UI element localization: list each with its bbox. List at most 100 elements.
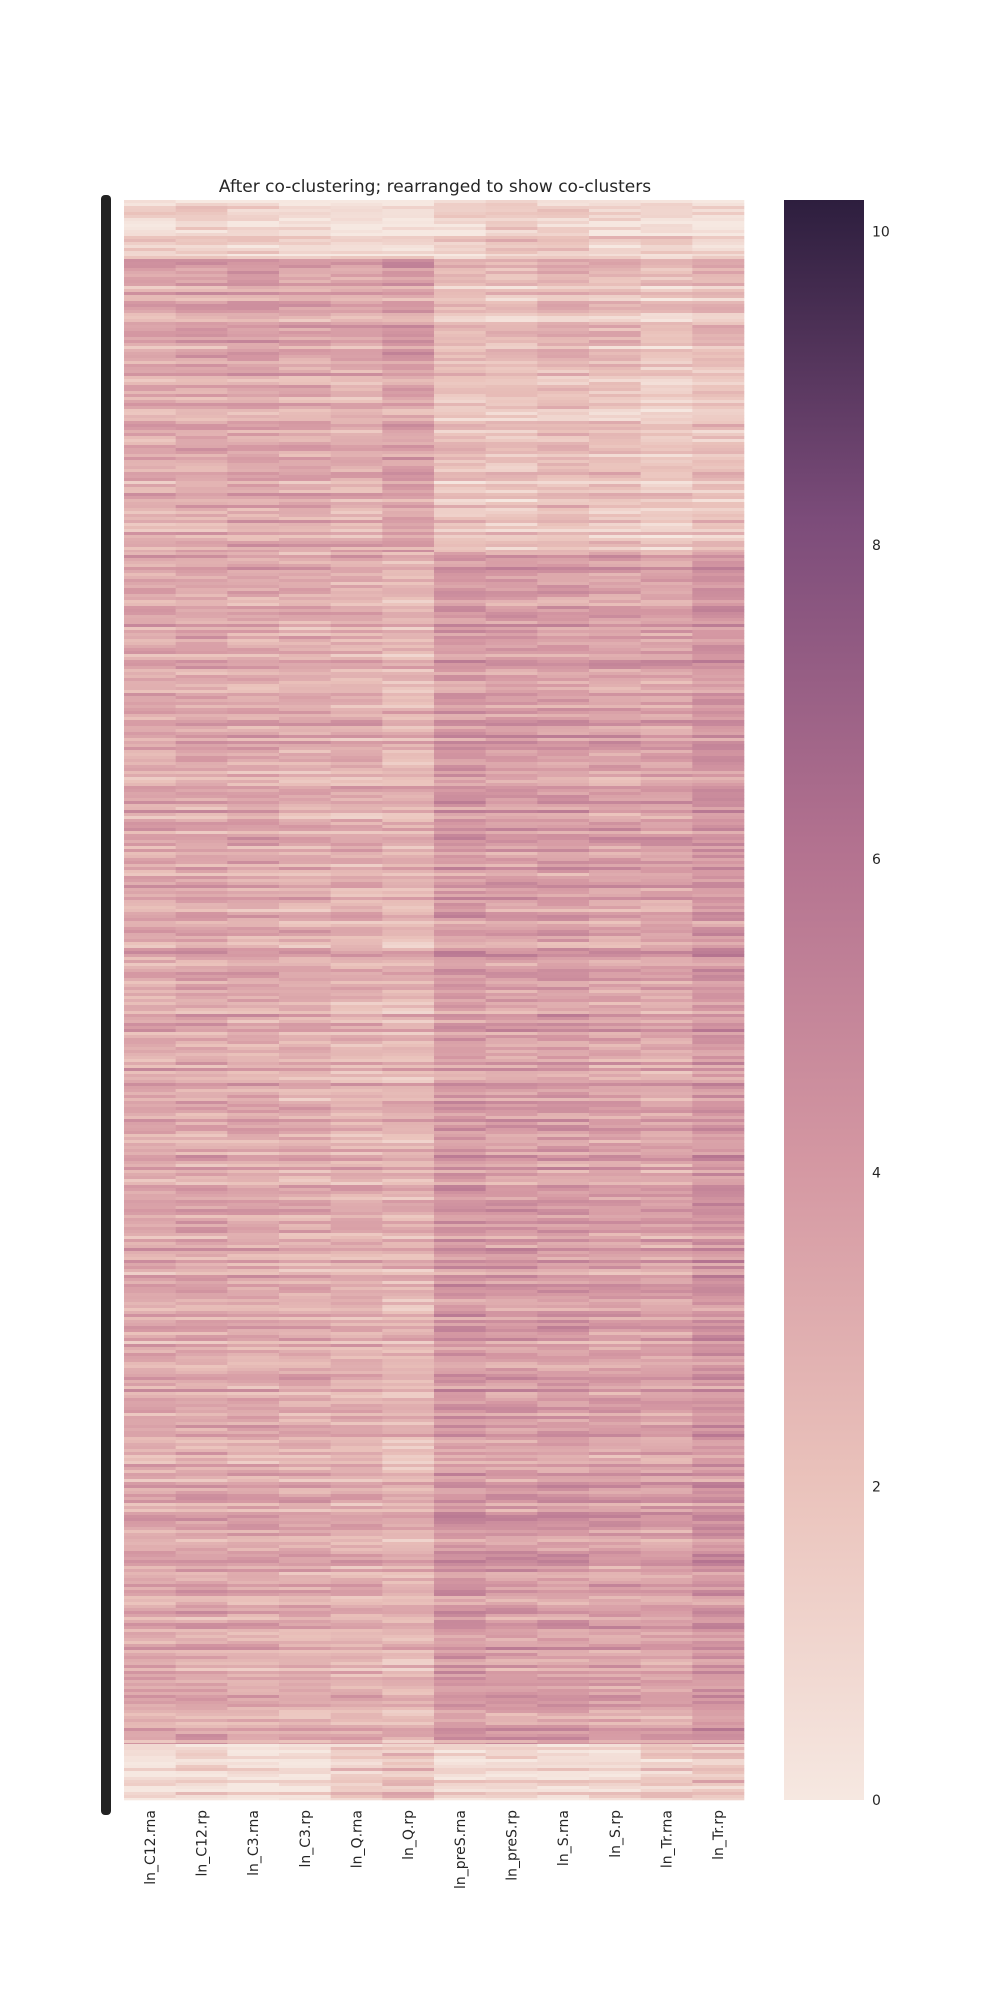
heatmap-cell — [640, 1275, 693, 1279]
heatmap-cell — [692, 576, 745, 580]
heatmap-cell — [124, 1263, 176, 1267]
heatmap-cell — [589, 1020, 641, 1024]
heatmap-cell — [382, 1347, 435, 1351]
heatmap-cell — [485, 1314, 538, 1318]
heatmap-cell — [330, 831, 383, 835]
heatmap-cell — [692, 630, 745, 634]
heatmap-cell — [640, 789, 693, 793]
heatmap-cell — [589, 939, 641, 943]
heatmap-cell — [485, 822, 538, 826]
heatmap-cell — [227, 319, 280, 323]
heatmap-cell — [589, 831, 641, 835]
heatmap-cell — [537, 1257, 590, 1261]
heatmap-cell — [537, 529, 590, 533]
heatmap-cell — [382, 1137, 435, 1141]
heatmap-cell — [382, 538, 435, 542]
heatmap-cell — [175, 1260, 228, 1264]
heatmap-cell — [175, 1197, 228, 1201]
heatmap-cell — [227, 1308, 280, 1312]
heatmap-cell — [227, 1047, 280, 1051]
heatmap-cell — [589, 684, 641, 688]
heatmap-cell — [227, 262, 280, 266]
heatmap-cell — [537, 289, 590, 293]
heatmap-cell — [434, 424, 486, 428]
heatmap-cell — [227, 1281, 280, 1285]
heatmap-cell — [227, 651, 280, 655]
heatmap-cell — [537, 720, 590, 724]
heatmap-cell — [434, 242, 486, 246]
heatmap-cell — [124, 741, 176, 745]
heatmap-cell — [485, 1404, 538, 1408]
heatmap-cell — [434, 648, 486, 652]
heatmap-cell — [692, 1296, 745, 1300]
heatmap-cell — [434, 867, 486, 871]
heatmap-cell — [330, 591, 383, 595]
heatmap-cell — [640, 215, 693, 219]
heatmap-cell — [434, 741, 486, 745]
heatmap-cell — [124, 897, 176, 901]
heatmap-cell — [434, 1101, 486, 1105]
heatmap-cell — [382, 843, 435, 847]
heatmap-cell — [640, 427, 693, 431]
heatmap-cell — [434, 538, 486, 542]
heatmap-cell — [640, 1302, 693, 1306]
heatmap-cell — [227, 1089, 280, 1093]
heatmap-cell — [692, 990, 745, 994]
heatmap-cell — [537, 897, 590, 901]
heatmap-cell — [330, 427, 383, 431]
heatmap-cell — [537, 630, 590, 634]
heatmap-cell — [434, 1122, 486, 1126]
heatmap-cell — [279, 993, 331, 997]
heatmap-cell — [330, 1305, 383, 1309]
heatmap-cell — [589, 1272, 641, 1276]
heatmap-cell — [537, 373, 590, 377]
heatmap-cell — [537, 1206, 590, 1210]
heatmap-cell — [175, 711, 228, 715]
heatmap-cell — [434, 271, 486, 275]
heatmap-cell — [330, 532, 383, 536]
heatmap-cell — [330, 1179, 383, 1183]
heatmap-cell — [485, 1344, 538, 1348]
heatmap-cell — [382, 415, 435, 419]
heatmap-cell — [485, 1203, 538, 1207]
heatmap-cell — [485, 469, 538, 473]
heatmap-cell — [640, 248, 693, 252]
heatmap-cell — [537, 1263, 590, 1267]
heatmap-cell — [434, 1308, 486, 1312]
heatmap-cell — [382, 1161, 435, 1165]
heatmap-cell — [227, 322, 280, 326]
heatmap-cell — [330, 514, 383, 518]
heatmap-cell — [330, 248, 383, 252]
heatmap-cell — [640, 1431, 693, 1435]
heatmap-cell — [692, 606, 745, 610]
heatmap-cell — [124, 699, 176, 703]
heatmap-cell — [589, 212, 641, 216]
heatmap-cell — [537, 242, 590, 246]
heatmap-cell — [434, 837, 486, 841]
heatmap-cell — [279, 1269, 331, 1273]
heatmap-cell — [537, 206, 590, 210]
heatmap-cell — [692, 888, 745, 892]
heatmap-cell — [537, 819, 590, 823]
heatmap-cell — [537, 221, 590, 225]
heatmap-cell — [382, 1068, 435, 1072]
heatmap-cell — [640, 612, 693, 616]
heatmap-cell — [640, 876, 693, 880]
heatmap-cell — [227, 1302, 280, 1306]
heatmap-cell — [279, 373, 331, 377]
heatmap-cell — [640, 702, 693, 706]
heatmap-cell — [640, 1290, 693, 1294]
heatmap-cell — [537, 379, 590, 383]
heatmap-cell — [640, 1041, 693, 1045]
heatmap-cell — [124, 969, 176, 973]
heatmap-cell — [227, 463, 280, 467]
heatmap-cell — [640, 1032, 693, 1036]
heatmap-cell — [382, 714, 435, 718]
heatmap-cell — [175, 570, 228, 574]
heatmap-cell — [227, 1170, 280, 1174]
heatmap-cell — [227, 606, 280, 610]
heatmap-cell — [434, 996, 486, 1000]
heatmap-cell — [227, 1191, 280, 1195]
heatmap-cell — [434, 645, 486, 649]
heatmap-cell — [537, 702, 590, 706]
